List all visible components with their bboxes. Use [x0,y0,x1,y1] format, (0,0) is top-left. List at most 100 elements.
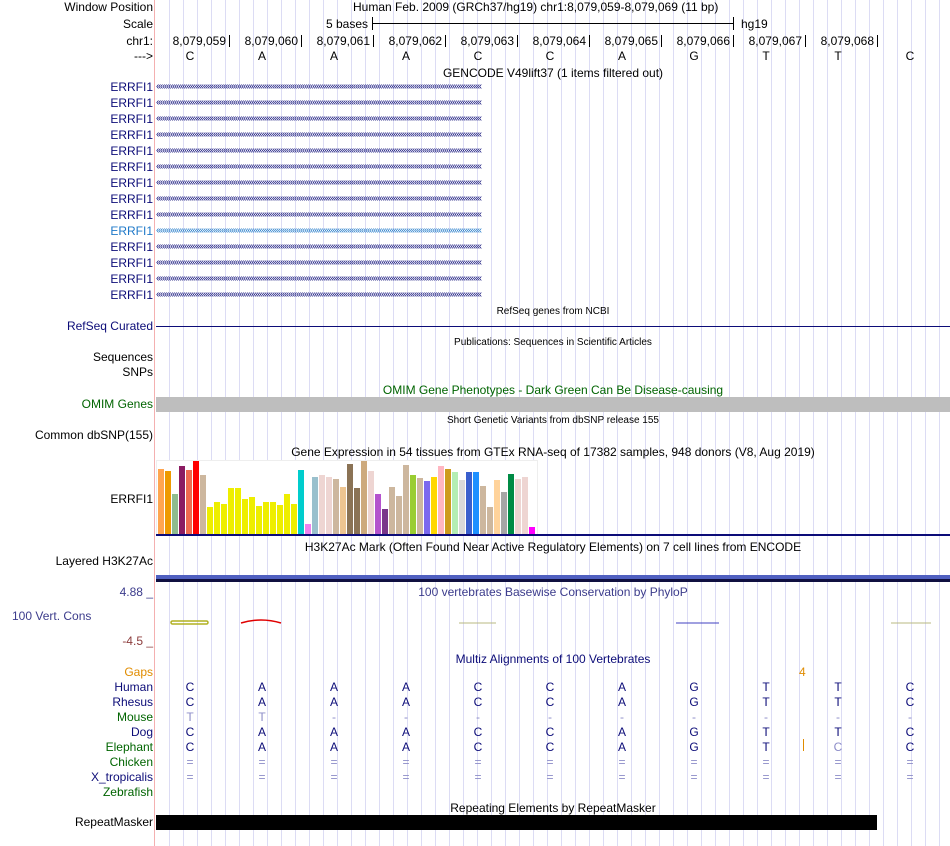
gencode-gene-label[interactable]: ERRFI1 [110,192,153,206]
gtex-tissue-bar[interactable] [326,477,332,535]
gtex-tissue-bar[interactable] [431,477,437,535]
gtex-tissue-bar[interactable] [389,487,395,535]
gtex-tissue-bar[interactable] [396,495,402,535]
gencode-gene-label[interactable]: ERRFI1 [110,112,153,126]
gencode-gene-label[interactable]: ERRFI1 [110,128,153,142]
gtex-tissue-bar[interactable] [200,475,206,535]
gtex-tissue-bar[interactable] [207,506,213,535]
refseq-gene-line[interactable] [156,326,950,327]
gtex-tissue-bar[interactable] [347,464,353,535]
gtex-tissue-bar[interactable] [270,502,276,535]
repeat-element[interactable] [156,815,877,830]
publications-label[interactable]: Sequences [92,350,153,364]
gencode-transcript[interactable]: ‹‹‹‹‹‹‹‹‹‹‹‹‹‹‹‹‹‹‹‹‹‹‹‹‹‹‹‹‹‹‹‹‹‹‹‹‹‹‹‹… [156,114,482,124]
gtex-tissue-bar[interactable] [459,480,465,535]
species-label[interactable]: Dog [130,725,153,739]
species-label[interactable]: Human [114,680,153,694]
gencode-gene-label[interactable]: ERRFI1 [110,80,153,94]
gtex-tissue-bar[interactable] [494,480,500,535]
gtex-tissue-bar[interactable] [529,527,535,535]
gtex-tissue-bar[interactable] [235,488,241,535]
gtex-tissue-bar[interactable] [424,481,430,535]
species-label[interactable]: Rhesus [112,695,153,709]
gtex-tissue-bar[interactable] [277,505,283,535]
gtex-tissue-bar[interactable] [263,502,269,535]
gencode-gene-label[interactable]: ERRFI1 [110,96,153,110]
species-label[interactable]: X_tropicalis [90,770,153,784]
omim-gene-bar[interactable] [156,397,950,412]
gtex-tissue-bar[interactable] [522,477,528,535]
species-label[interactable]: Zebrafish [102,785,153,799]
gtex-tissue-bar[interactable] [172,494,178,535]
gencode-transcript[interactable]: ‹‹‹‹‹‹‹‹‹‹‹‹‹‹‹‹‹‹‹‹‹‹‹‹‹‹‹‹‹‹‹‹‹‹‹‹‹‹‹‹… [156,82,482,92]
gencode-transcript[interactable]: ‹‹‹‹‹‹‹‹‹‹‹‹‹‹‹‹‹‹‹‹‹‹‹‹‹‹‹‹‹‹‹‹‹‹‹‹‹‹‹‹… [156,242,482,252]
gtex-tissue-bar[interactable] [312,477,318,535]
gtex-tissue-bar[interactable] [361,461,367,535]
gtex-tissue-bar[interactable] [305,524,311,535]
species-label[interactable]: Elephant [105,740,153,754]
gtex-tissue-bar[interactable] [375,494,381,535]
gencode-gene-label[interactable]: ERRFI1 [110,144,153,158]
gtex-tissue-bar[interactable] [487,506,493,535]
gtex-tissue-bar[interactable] [256,505,262,535]
gtex-tissue-bar[interactable] [319,475,325,535]
gtex-tissue-bar[interactable] [501,492,507,535]
gtex-tissue-bar[interactable] [515,479,521,535]
gencode-gene-label[interactable]: ERRFI1 [110,288,153,302]
refseq-label[interactable]: RefSeq Curated [66,319,153,333]
gencode-transcript[interactable]: ‹‹‹‹‹‹‹‹‹‹‹‹‹‹‹‹‹‹‹‹‹‹‹‹‹‹‹‹‹‹‹‹‹‹‹‹‹‹‹‹… [156,210,482,220]
gencode-transcript[interactable]: ‹‹‹‹‹‹‹‹‹‹‹‹‹‹‹‹‹‹‹‹‹‹‹‹‹‹‹‹‹‹‹‹‹‹‹‹‹‹‹‹… [156,226,482,236]
gtex-tissue-bar[interactable] [333,479,339,535]
gtex-tissue-bar[interactable] [368,471,374,535]
gtex-tissue-bar[interactable] [221,504,227,535]
gencode-gene-label[interactable]: ERRFI1 [110,240,153,254]
gencode-transcript[interactable]: ‹‹‹‹‹‹‹‹‹‹‹‹‹‹‹‹‹‹‹‹‹‹‹‹‹‹‹‹‹‹‹‹‹‹‹‹‹‹‹‹… [156,290,482,300]
gencode-transcript[interactable]: ‹‹‹‹‹‹‹‹‹‹‹‹‹‹‹‹‹‹‹‹‹‹‹‹‹‹‹‹‹‹‹‹‹‹‹‹‹‹‹‹… [156,258,482,268]
gtex-tissue-bar[interactable] [508,474,514,535]
gencode-gene-label[interactable]: ERRFI1 [110,256,153,270]
gtex-tissue-bar[interactable] [473,472,479,535]
gtex-tissue-bar[interactable] [452,472,458,535]
gtex-tissue-bar[interactable] [165,471,171,535]
gtex-tissue-bar[interactable] [291,504,297,535]
gencode-transcript[interactable]: ‹‹‹‹‹‹‹‹‹‹‹‹‹‹‹‹‹‹‹‹‹‹‹‹‹‹‹‹‹‹‹‹‹‹‹‹‹‹‹‹… [156,274,482,284]
repeatmasker-label[interactable]: RepeatMasker [74,815,153,829]
gtex-tissue-bar[interactable] [445,469,451,535]
snps-label[interactable]: SNPs [122,365,153,379]
gencode-gene-label[interactable]: ERRFI1 [110,272,153,286]
gencode-transcript[interactable]: ‹‹‹‹‹‹‹‹‹‹‹‹‹‹‹‹‹‹‹‹‹‹‹‹‹‹‹‹‹‹‹‹‹‹‹‹‹‹‹‹… [156,146,482,156]
gtex-tissue-bar[interactable] [186,470,192,535]
h3k27ac-label[interactable]: Layered H3K27Ac [55,554,153,568]
gtex-tissue-bar[interactable] [242,499,248,535]
gencode-transcript[interactable]: ‹‹‹‹‹‹‹‹‹‹‹‹‹‹‹‹‹‹‹‹‹‹‹‹‹‹‹‹‹‹‹‹‹‹‹‹‹‹‹‹… [156,178,482,188]
gtex-tissue-bar[interactable] [438,466,444,535]
gencode-gene-label[interactable]: ERRFI1 [110,208,153,222]
species-label[interactable]: Chicken [109,755,153,769]
gtex-tissue-bar[interactable] [403,465,409,535]
gtex-tissue-bar[interactable] [158,469,164,535]
gtex-tissue-bar[interactable] [214,501,220,535]
gtex-bar-chart[interactable] [156,460,538,535]
gtex-tissue-bar[interactable] [382,509,388,535]
gencode-transcript[interactable]: ‹‹‹‹‹‹‹‹‹‹‹‹‹‹‹‹‹‹‹‹‹‹‹‹‹‹‹‹‹‹‹‹‹‹‹‹‹‹‹‹… [156,162,482,172]
gencode-gene-label[interactable]: ERRFI1 [110,160,153,174]
gaps-label[interactable]: Gaps [124,665,153,679]
gtex-label[interactable]: ERRFI1 [110,492,153,506]
gtex-tissue-bar[interactable] [466,472,472,535]
gtex-tissue-bar[interactable] [410,475,416,535]
gencode-gene-label[interactable]: ERRFI1 [110,224,153,238]
gtex-tissue-bar[interactable] [298,470,304,535]
gencode-gene-label[interactable]: ERRFI1 [110,176,153,190]
gtex-tissue-bar[interactable] [417,478,423,535]
gencode-transcript[interactable]: ‹‹‹‹‹‹‹‹‹‹‹‹‹‹‹‹‹‹‹‹‹‹‹‹‹‹‹‹‹‹‹‹‹‹‹‹‹‹‹‹… [156,130,482,140]
phylop-label[interactable]: 100 Vert. Cons [12,609,92,623]
gtex-tissue-bar[interactable] [480,486,486,535]
gencode-transcript[interactable]: ‹‹‹‹‹‹‹‹‹‹‹‹‹‹‹‹‹‹‹‹‹‹‹‹‹‹‹‹‹‹‹‹‹‹‹‹‹‹‹‹… [156,194,482,204]
gtex-tissue-bar[interactable] [249,497,255,535]
dbsnp-label[interactable]: Common dbSNP(155) [34,428,153,442]
gtex-tissue-bar[interactable] [193,461,199,535]
gtex-tissue-bar[interactable] [179,466,185,535]
gtex-tissue-bar[interactable] [284,494,290,535]
gtex-tissue-bar[interactable] [228,488,234,535]
gencode-transcript[interactable]: ‹‹‹‹‹‹‹‹‹‹‹‹‹‹‹‹‹‹‹‹‹‹‹‹‹‹‹‹‹‹‹‹‹‹‹‹‹‹‹‹… [156,98,482,108]
